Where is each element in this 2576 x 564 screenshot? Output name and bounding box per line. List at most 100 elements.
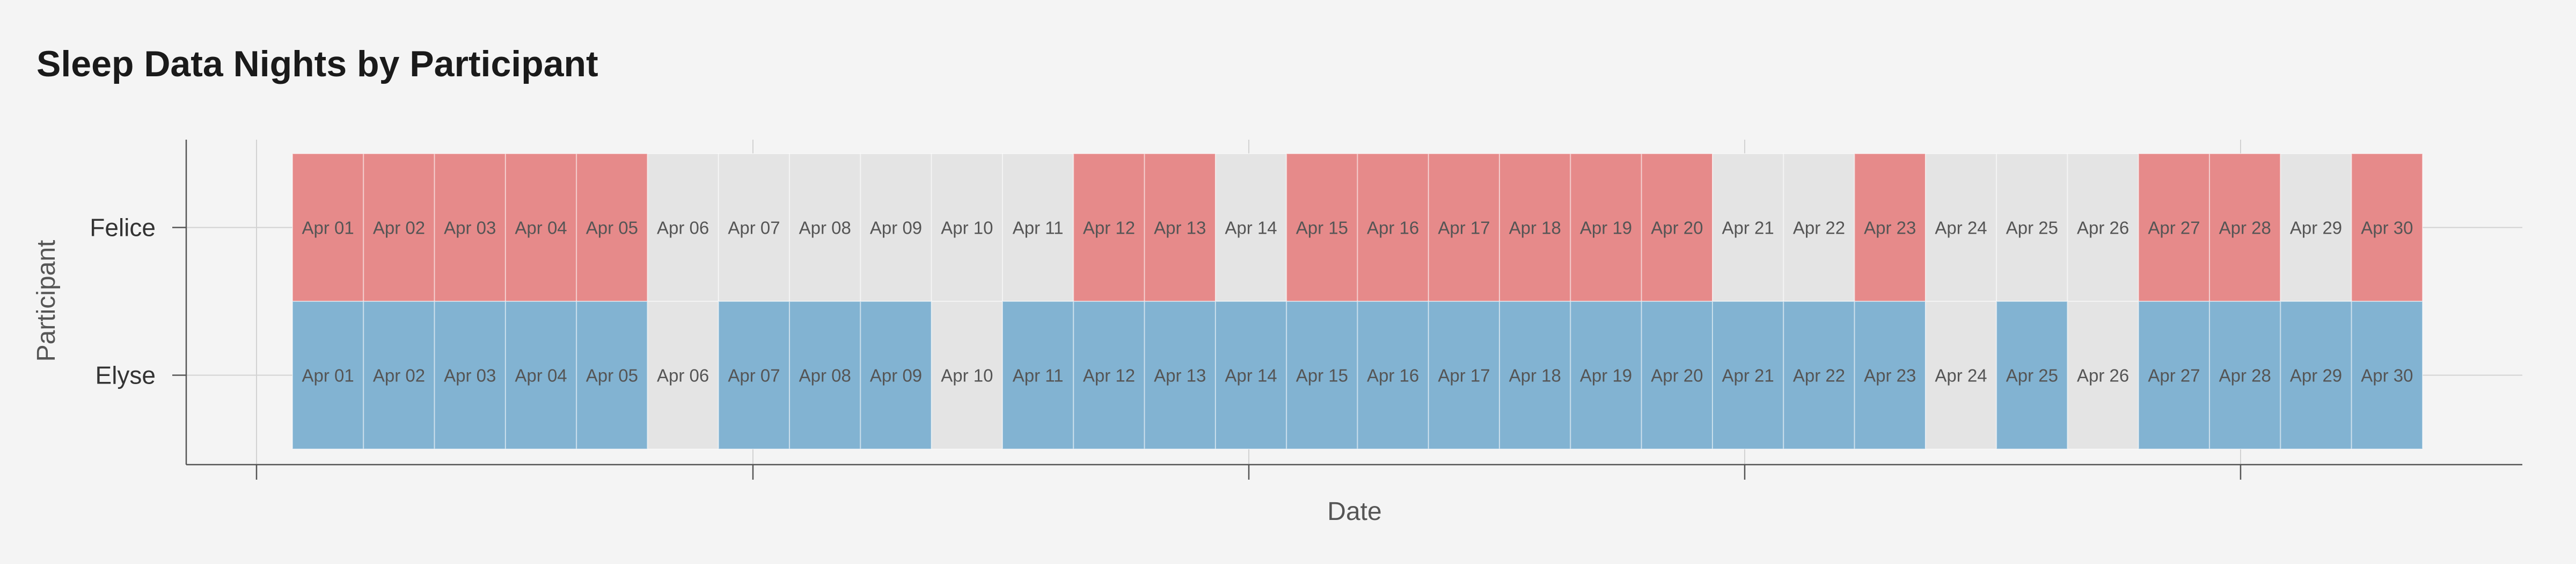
heatmap-cell: [1499, 301, 1571, 450]
x-axis-title: Date: [1327, 497, 1381, 526]
cell-date-label: Apr 16: [1367, 366, 1419, 386]
cell-date-label: Apr 13: [1154, 218, 1206, 238]
heatmap-cell: [789, 153, 861, 302]
cell-date-label: Apr 06: [657, 366, 709, 386]
cell-date-label: Apr 19: [1580, 366, 1632, 386]
cell-date-label: Apr 07: [728, 218, 780, 238]
cell-date-label: Apr 29: [2290, 366, 2342, 386]
heatmap-cell: [1996, 153, 2068, 302]
cell-date-label: Apr 22: [1793, 366, 1845, 386]
cell-date-label: Apr 02: [373, 218, 425, 238]
cell-date-label: Apr 15: [1296, 366, 1348, 386]
cell-date-label: Apr 03: [444, 366, 496, 386]
heatmap-cell: [1712, 153, 1784, 302]
cell-date-label: Apr 19: [1580, 218, 1632, 238]
heatmap-cell: [1641, 153, 1713, 302]
cell-date-label: Apr 17: [1438, 366, 1490, 386]
heatmap-cell: [2280, 301, 2352, 450]
cell-date-label: Apr 05: [586, 218, 638, 238]
cell-date-label: Apr 21: [1722, 218, 1774, 238]
cell-date-label: Apr 01: [302, 218, 354, 238]
cell-date-label: Apr 14: [1225, 366, 1277, 386]
cell-date-label: Apr 05: [586, 366, 638, 386]
cell-date-label: Apr 07: [728, 366, 780, 386]
chart-title: Sleep Data Nights by Participant: [36, 44, 598, 84]
heatmap-cell: [2351, 153, 2424, 302]
heatmap-cell: [718, 301, 791, 450]
cell-date-label: Apr 08: [799, 366, 851, 386]
cell-date-label: Apr 13: [1154, 366, 1206, 386]
cell-date-label: Apr 17: [1438, 218, 1490, 238]
cell-layer: Apr 01 Apr 02 Apr 03 Apr 04 Apr 05 Apr 06 Apr …: [292, 153, 2424, 450]
heatmap-cell: [1924, 301, 1997, 450]
heatmap-cell: [1214, 301, 1287, 450]
cell-date-label: Apr 26: [2077, 366, 2129, 386]
heatmap-cell: [2351, 301, 2424, 450]
cell-date-label: Apr 12: [1083, 218, 1135, 238]
heatmap-cell: [1144, 301, 1216, 450]
heatmap-cell: [1002, 153, 1074, 302]
heatmap-cell: [1924, 153, 1997, 302]
heatmap-cell: [1499, 153, 1571, 302]
heatmap-cell: [576, 153, 648, 302]
cell-date-label: Apr 11: [1013, 366, 1064, 386]
y-axis-title: Participant: [32, 240, 61, 362]
cell-date-label: Apr 01: [302, 366, 354, 386]
heatmap-cell: [931, 153, 1003, 302]
heatmap-cell: [1073, 301, 1145, 450]
y-tick-label: Elyse: [96, 361, 156, 389]
heatmap-cell: [1073, 153, 1145, 302]
heatmap-cell: [2280, 153, 2352, 302]
cell-date-label: Apr 04: [515, 366, 567, 386]
heatmap-cell: [647, 301, 719, 450]
cell-date-label: Apr 16: [1367, 218, 1419, 238]
cell-date-label: Apr 28: [2219, 366, 2271, 386]
cell-date-label: Apr 06: [657, 218, 709, 238]
cell-date-label: Apr 25: [2006, 218, 2058, 238]
heatmap-cell: [2209, 153, 2281, 302]
cell-date-label: Apr 12: [1083, 366, 1135, 386]
cell-date-label: Apr 10: [941, 218, 993, 238]
heatmap-cell: [718, 153, 791, 302]
heatmap-cell: [363, 153, 435, 302]
heatmap-cell: [1002, 301, 1074, 450]
heatmap-cell: [2138, 153, 2211, 302]
heatmap-cell: [1712, 301, 1784, 450]
heatmap-cell: [1144, 153, 1216, 302]
cell-date-label: Apr 20: [1651, 366, 1703, 386]
cell-date-label: Apr 29: [2290, 218, 2342, 238]
heatmap-cell: [434, 301, 506, 450]
heatmap-cell: [1357, 153, 1429, 302]
cell-date-label: Apr 26: [2077, 218, 2129, 238]
cell-date-label: Apr 15: [1296, 218, 1348, 238]
cell-date-label: Apr 10: [941, 366, 993, 386]
cell-date-label: Apr 27: [2148, 218, 2200, 238]
cell-date-label: Apr 20: [1651, 218, 1703, 238]
cell-date-label: Apr 22: [1793, 218, 1845, 238]
cell-date-label: Apr 27: [2148, 366, 2200, 386]
heatmap-cell: [789, 301, 861, 450]
cell-date-label: Apr 11: [1013, 218, 1064, 238]
cell-date-label: Apr 14: [1225, 218, 1277, 238]
heatmap-cell: [1357, 301, 1429, 450]
heatmap-cell: [1854, 301, 1926, 450]
heatmap-cell: [1570, 301, 1642, 450]
heatmap-cell: [860, 153, 932, 302]
cell-date-label: Apr 09: [870, 218, 922, 238]
heatmap-cell: [1214, 153, 1287, 302]
cell-date-label: Apr 30: [2361, 366, 2413, 386]
cell-date-label: Apr 18: [1509, 366, 1561, 386]
y-tick-label: Felice: [90, 214, 156, 242]
heatmap-cell: [1570, 153, 1642, 302]
cell-date-label: Apr 23: [1864, 366, 1916, 386]
cell-date-label: Apr 08: [799, 218, 851, 238]
heatmap-cell: [931, 301, 1003, 450]
cell-date-label: Apr 04: [515, 218, 567, 238]
cell-date-label: Apr 24: [1935, 218, 1987, 238]
heatmap-cell: [1286, 301, 1358, 450]
heatmap-cell: [1428, 301, 1501, 450]
heatmap-cell: [647, 153, 719, 302]
axis-layer: Felice Elyse: [90, 140, 2522, 480]
heatmap-cell: [1996, 301, 2068, 450]
